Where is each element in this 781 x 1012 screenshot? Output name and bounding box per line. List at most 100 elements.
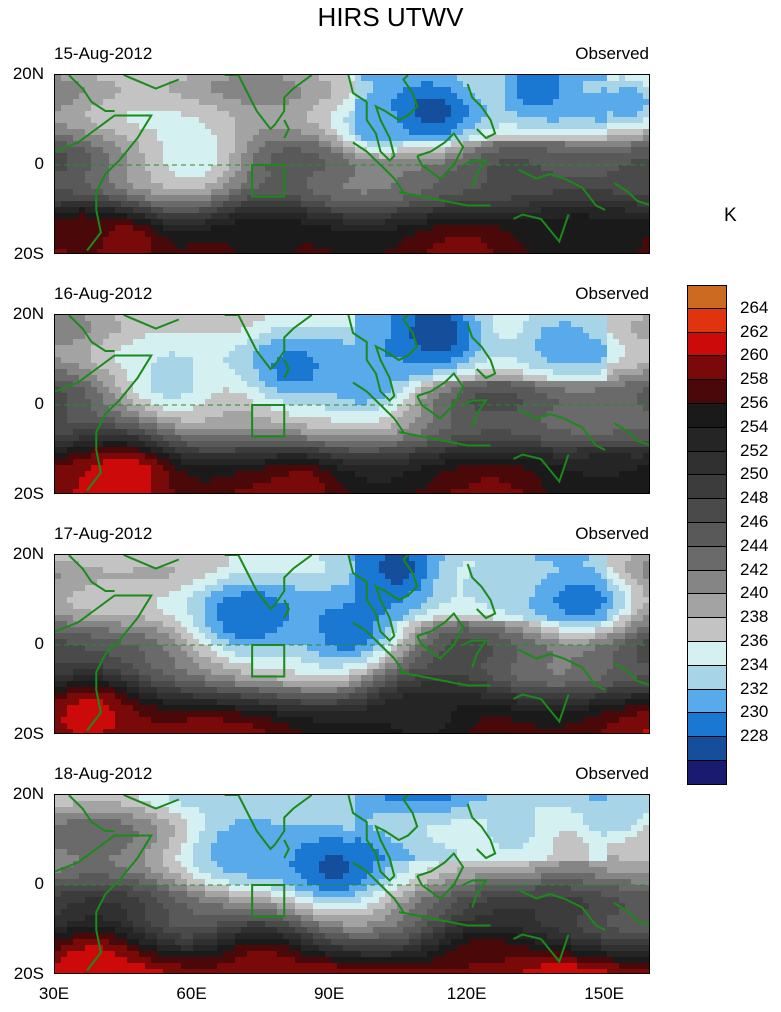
colorbar-label: 238 — [740, 607, 769, 627]
study-region-box — [251, 164, 286, 198]
colorbar-cell — [687, 403, 727, 428]
coastline — [513, 213, 570, 244]
colorbar-label: 264 — [740, 297, 769, 317]
coastline — [283, 839, 290, 859]
lat-label: 20N — [12, 784, 44, 803]
coastline — [462, 879, 488, 908]
panel-observed-label: Observed — [575, 764, 649, 783]
colorbar-label: 262 — [740, 321, 769, 341]
study-region-box — [251, 404, 286, 438]
coastline — [55, 114, 154, 252]
colorbar-cell — [687, 475, 727, 500]
study-region-box — [251, 644, 286, 678]
coastline — [283, 359, 290, 379]
coastline — [416, 851, 465, 900]
panel-observed-label: Observed — [575, 284, 649, 303]
coastline — [347, 795, 419, 882]
colorbar-label: 256 — [740, 393, 769, 412]
unit-label: K — [724, 205, 737, 226]
lon-label: 60E — [176, 984, 207, 1003]
coastline — [462, 399, 488, 428]
map-panel — [54, 74, 650, 254]
lat-label: 20S — [13, 484, 44, 503]
coastline — [416, 131, 465, 180]
coastline — [513, 453, 570, 484]
coastline — [352, 621, 405, 673]
colorbar-label: 258 — [740, 369, 769, 389]
utwv-field — [55, 555, 649, 733]
coastline — [513, 693, 570, 724]
map-panel — [54, 554, 650, 734]
coastline — [224, 795, 313, 851]
coastline — [613, 662, 649, 686]
coastline — [613, 422, 649, 446]
lat-label: 20S — [13, 724, 44, 743]
colorbar-cell — [687, 570, 727, 595]
colorbar-cell — [687, 594, 727, 619]
coastline — [613, 902, 649, 926]
coastline — [224, 315, 313, 371]
coastline — [347, 315, 419, 402]
colorbar-label: 254 — [740, 416, 769, 436]
colorbar-label: 246 — [740, 512, 769, 531]
panel-date: 16-Aug-2012 — [54, 284, 153, 303]
coastline — [416, 611, 465, 660]
colorbar-label: 252 — [740, 440, 769, 460]
utwv-field — [55, 75, 649, 253]
coastline — [224, 555, 313, 611]
coastline — [513, 933, 570, 964]
lat-label: 0 — [34, 154, 44, 173]
lat-label: 20N — [12, 304, 44, 323]
coastline — [517, 888, 606, 931]
colorbar-cell — [687, 308, 727, 333]
coastline — [466, 83, 497, 140]
coastline — [55, 354, 154, 492]
lat-label: 20N — [12, 544, 44, 563]
colorbar-cell — [687, 356, 727, 381]
study-region-box — [251, 884, 286, 918]
coastline — [398, 431, 491, 447]
colorbar-cell — [687, 546, 727, 571]
coastline — [283, 599, 290, 619]
lon-label: 120E — [446, 984, 487, 1003]
colorbar-cell — [687, 285, 727, 309]
coastline — [398, 191, 491, 207]
coastline — [68, 75, 115, 112]
colorbar-cell — [687, 737, 727, 761]
lon-label: 150E — [584, 984, 624, 1003]
colorbar-label: 242 — [740, 559, 769, 579]
colorbar-label: 244 — [740, 535, 769, 555]
colorbar-label: 232 — [740, 678, 769, 698]
coastline — [466, 803, 497, 860]
coastline — [123, 75, 180, 90]
colorbar-cell — [687, 760, 727, 785]
coastline — [398, 911, 491, 927]
utwv-field — [55, 795, 649, 973]
lat-label: 0 — [34, 634, 44, 653]
coastline — [398, 671, 491, 687]
colorbar — [687, 285, 727, 785]
colorbar-label: 250 — [740, 464, 769, 484]
lat-label: 20N — [12, 64, 44, 83]
lat-label: 20S — [13, 244, 44, 263]
coastline — [68, 795, 115, 832]
coastline — [416, 371, 465, 420]
panel-observed-label: Observed — [575, 44, 649, 63]
coastline — [613, 182, 649, 206]
utwv-field — [55, 315, 649, 493]
lat-label: 20S — [13, 964, 44, 983]
panel-date: 17-Aug-2012 — [54, 524, 153, 543]
colorbar-cell — [687, 713, 727, 738]
lon-label: 30E — [38, 984, 70, 1003]
figure-title: HIRS UTWV — [317, 2, 464, 32]
colorbar-cell — [687, 380, 727, 404]
coastline — [347, 555, 419, 642]
colorbar-label: 248 — [740, 488, 769, 508]
map-panel — [54, 794, 650, 974]
colorbar-label: 260 — [740, 345, 769, 365]
coastline — [517, 168, 606, 211]
coastline — [123, 555, 180, 570]
coastline — [462, 159, 488, 188]
coastline — [352, 861, 405, 913]
colorbar-label: 234 — [740, 654, 769, 674]
